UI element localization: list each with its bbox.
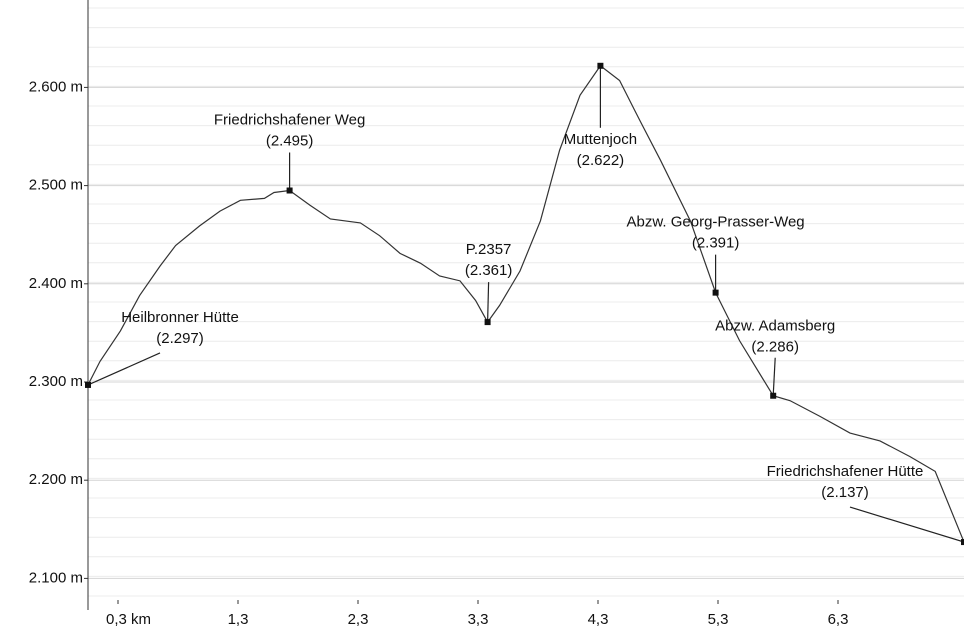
waypoint-marker xyxy=(770,392,777,399)
x-tick-label: 1,3 xyxy=(228,611,249,628)
waypoint-elevation: (2.361) xyxy=(465,262,513,279)
y-tick-label: 2.500 m xyxy=(29,177,83,194)
waypoint-marker xyxy=(85,381,91,388)
x-tick-label: 2,3 xyxy=(348,611,369,628)
y-tick-label: 2.100 m xyxy=(29,569,83,586)
waypoint-marker xyxy=(484,319,491,326)
leader-line xyxy=(849,506,964,543)
x-tick-label: 5,3 xyxy=(708,611,729,628)
leader-line xyxy=(487,282,490,323)
waypoint-marker xyxy=(286,187,293,194)
x-tick-label: 4,3 xyxy=(588,611,609,628)
waypoint-name: Abzw. Georg-Prasser-Weg xyxy=(627,214,805,231)
x-tick-label: 3,3 xyxy=(468,611,489,628)
waypoint-elevation: (2.391) xyxy=(692,235,740,252)
x-tick-label: 0,3 km xyxy=(106,611,151,628)
waypoint-elevation: (2.622) xyxy=(577,152,625,169)
waypoint-elevation: (2.297) xyxy=(156,330,204,347)
waypoint-name: Abzw. Adamsberg xyxy=(715,318,835,335)
waypoint-marker xyxy=(712,289,719,296)
y-tick-label: 2.600 m xyxy=(29,78,83,95)
waypoint-name: Muttenjoch xyxy=(564,131,637,148)
waypoint-marker xyxy=(597,62,604,69)
waypoint-elevation: (2.137) xyxy=(821,484,869,501)
waypoint-name: Friedrichshafener Weg xyxy=(214,111,365,128)
waypoint-elevation: (2.495) xyxy=(266,132,314,149)
x-tick-label: 6,3 xyxy=(828,611,849,628)
leader-line xyxy=(87,352,161,386)
waypoint-marker xyxy=(961,539,964,546)
waypoint-name: Friedrichshafener Hütte xyxy=(767,463,924,480)
y-tick-label: 2.200 m xyxy=(29,471,83,488)
waypoint-name: P.2357 xyxy=(466,241,512,258)
waypoint-elevation: (2.286) xyxy=(751,339,799,356)
y-tick-label: 2.400 m xyxy=(29,275,83,292)
waypoint-name: Heilbronner Hütte xyxy=(121,309,239,326)
y-tick-label: 2.300 m xyxy=(29,373,83,390)
leader-line xyxy=(772,357,776,396)
